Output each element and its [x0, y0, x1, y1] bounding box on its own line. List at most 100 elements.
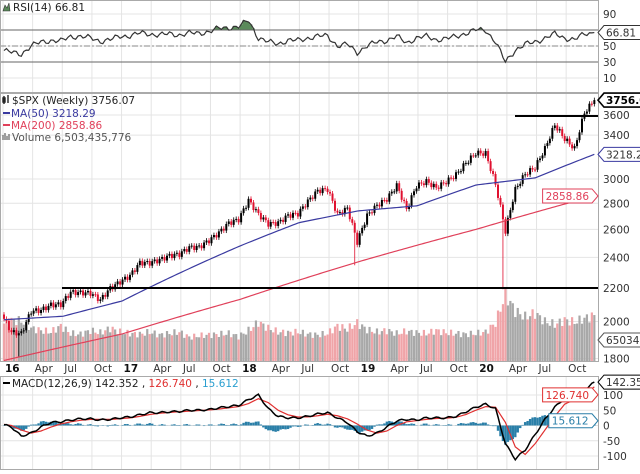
candle-down — [492, 171, 494, 174]
candle-down — [260, 213, 262, 219]
volume-bar — [554, 328, 556, 362]
macd-histogram-bar — [492, 426, 494, 427]
candle-up — [13, 330, 15, 332]
candle-down — [257, 209, 259, 213]
candle-up — [462, 163, 464, 171]
candle-up — [514, 187, 516, 202]
macd-histogram-bar — [203, 426, 205, 427]
volume-bar — [336, 324, 338, 362]
macd-histogram-bar — [497, 426, 499, 431]
rsi-legend: RSI(14) 66.81 — [3, 2, 85, 14]
volume-bar — [173, 329, 175, 362]
candle-down — [294, 213, 296, 214]
macd-histogram-bar — [35, 424, 37, 425]
volume-bar — [494, 327, 496, 362]
volume-bar — [186, 334, 188, 362]
candle-up — [183, 249, 185, 251]
volume-bar — [351, 329, 353, 362]
candle-down — [371, 212, 373, 213]
volume-bar — [489, 325, 491, 362]
candle-up — [588, 104, 590, 112]
candle-down — [275, 222, 277, 226]
macd-histogram-bar — [470, 422, 472, 425]
macd-histogram-bar — [77, 423, 79, 425]
macd-histogram-bar — [383, 423, 385, 425]
volume-bar — [583, 318, 585, 362]
macd-histogram-bar — [405, 424, 407, 425]
candle-up — [529, 168, 531, 174]
macd-histogram-bar — [208, 424, 210, 425]
candle-up — [62, 301, 64, 307]
macd-histogram-bar — [287, 426, 289, 430]
volume-bar — [3, 324, 5, 362]
candle-up — [20, 331, 22, 333]
candlestick-icon — [3, 95, 8, 104]
macd-histogram-bar — [30, 425, 32, 426]
candle-down — [186, 249, 188, 252]
ma200-legend-text: MA(200) 2858.86 — [11, 120, 103, 132]
volume-bar — [255, 320, 257, 362]
volume-bar — [257, 327, 259, 362]
volume-bar — [230, 337, 232, 362]
volume-bar — [70, 336, 72, 362]
macd-histogram-bar — [223, 424, 225, 426]
candle-up — [581, 119, 583, 133]
candle-up — [425, 179, 427, 185]
volume-bar — [154, 330, 156, 362]
volume-bar — [134, 332, 136, 362]
volume-bar — [517, 308, 519, 362]
volume-bar — [393, 336, 395, 362]
macd-histogram-bar — [435, 424, 437, 425]
macd-histogram-bar — [28, 426, 30, 427]
macd-histogram-bar — [275, 426, 277, 432]
macd-histogram-bar — [329, 424, 331, 425]
volume-bar — [383, 328, 385, 362]
volume-bar — [309, 332, 311, 362]
candle-down — [267, 220, 269, 226]
volume-bar — [391, 331, 393, 362]
candle-up — [65, 296, 67, 301]
candle-up — [388, 193, 390, 201]
candle-up — [213, 235, 215, 237]
x-tick-label: Jul — [419, 363, 433, 375]
volume-bar — [176, 335, 178, 362]
volume-bar — [272, 332, 274, 362]
candle-up — [299, 209, 301, 217]
candle-up — [309, 198, 311, 200]
macd-histogram-bar — [233, 424, 235, 426]
candle-down — [272, 222, 274, 223]
volume-bar — [121, 334, 123, 362]
candle-down — [171, 254, 173, 258]
macd-histogram-bar — [314, 424, 316, 426]
volume-bar — [346, 332, 348, 362]
candle-up — [579, 132, 581, 140]
macd-histogram-bar — [247, 422, 249, 426]
candle-down — [329, 192, 331, 193]
volume-bar — [198, 337, 200, 362]
candle-up — [228, 221, 230, 224]
volume-bar — [284, 336, 286, 362]
volume-bar — [541, 324, 543, 362]
volume-bar — [457, 331, 459, 362]
macd-histogram-bar — [378, 424, 380, 425]
volume-bar — [539, 315, 541, 362]
macd-histogram-bar — [526, 421, 528, 426]
volume-bar — [163, 337, 165, 362]
volume-bar — [117, 334, 119, 362]
candle-up — [287, 214, 289, 215]
volume-bar — [450, 330, 452, 362]
volume-bar — [99, 329, 101, 362]
candle-up — [485, 151, 487, 156]
candle-down — [527, 174, 529, 175]
macd-legend-sep2: , — [195, 378, 202, 390]
volume-bar — [588, 322, 590, 362]
x-tick-label: Jul — [182, 363, 196, 375]
macd-value-tag: 142.352 — [606, 377, 640, 389]
volume-bar — [84, 331, 86, 362]
volume-bar — [398, 334, 400, 362]
macd-histogram-bar — [465, 424, 467, 426]
volume-bar — [423, 330, 425, 362]
volume-bar — [94, 333, 96, 362]
macd-histogram-bar — [32, 425, 34, 426]
candle-up — [80, 291, 82, 293]
